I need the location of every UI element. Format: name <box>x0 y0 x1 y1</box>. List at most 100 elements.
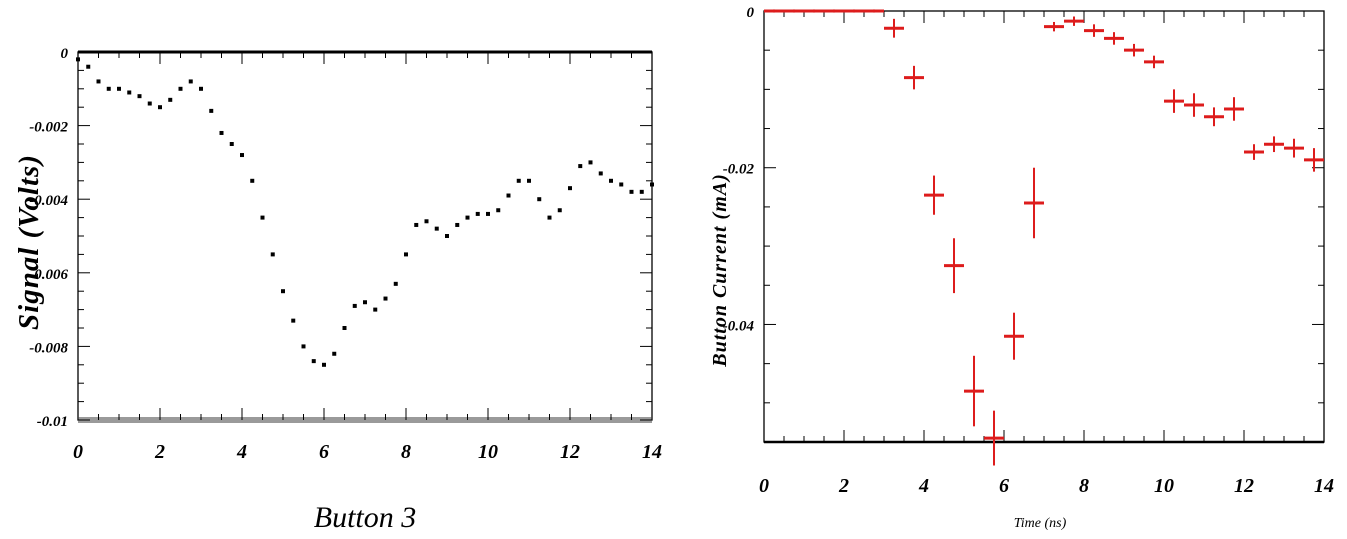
data-point <box>844 9 864 13</box>
data-point <box>322 362 326 367</box>
data-point <box>650 182 654 187</box>
data-point <box>332 351 337 356</box>
data-point <box>537 197 542 202</box>
data-point <box>486 211 490 216</box>
data-point <box>250 178 255 183</box>
data-point <box>1164 89 1184 113</box>
data-point <box>178 86 183 91</box>
data-point <box>598 171 603 176</box>
right-y-axis-label: Button Current (mA) <box>709 173 731 368</box>
data-point <box>404 252 408 257</box>
data-point <box>383 296 388 301</box>
data-point <box>1144 55 1164 69</box>
data-point <box>884 18 904 38</box>
left-y-tick-labels: 0 -0.002 -0.004 -0.006 -0.008 -0.01 <box>29 46 68 430</box>
data-point <box>527 178 531 183</box>
x-tick-label: 2 <box>154 441 165 463</box>
data-point <box>824 9 844 13</box>
data-point <box>311 359 316 364</box>
data-point <box>240 153 244 158</box>
data-point <box>270 252 275 257</box>
data-point <box>547 215 552 220</box>
right-data-points <box>764 9 1324 466</box>
data-point <box>1264 136 1284 153</box>
x-tick-label: 4 <box>236 441 247 463</box>
x-tick-label: 10 <box>478 441 498 463</box>
data-point <box>1244 144 1264 160</box>
y-tick-label: -0.002 <box>29 120 68 136</box>
x-tick-label: 8 <box>401 441 411 463</box>
data-point <box>465 215 470 220</box>
y-tick-label: -0.004 <box>29 193 68 209</box>
x-tick-label: 6 <box>999 475 1009 497</box>
data-point <box>629 189 634 194</box>
data-point <box>804 9 824 13</box>
left-axis-ticks <box>77 51 653 421</box>
left-chart: 0 2 4 6 8 10 12 14 0 -0.002 -0.004 -0.006 -0.008 -0.… <box>13 46 662 534</box>
left-x-axis-label: Button 3 <box>314 501 417 534</box>
data-point <box>127 90 132 95</box>
left-x-tick-labels: 0 2 4 6 8 10 12 14 <box>73 441 662 463</box>
right-plot-frame <box>763 10 1325 443</box>
x-tick-label: 14 <box>1314 475 1334 497</box>
x-tick-label: 6 <box>319 441 329 463</box>
data-point <box>1184 93 1204 117</box>
x-tick-label: 10 <box>1154 475 1174 497</box>
data-point <box>1064 16 1084 26</box>
data-point <box>784 9 804 13</box>
data-point <box>168 97 173 102</box>
data-point <box>209 108 214 113</box>
data-point <box>373 307 378 312</box>
data-point <box>1204 107 1224 127</box>
data-point <box>864 9 884 13</box>
data-point <box>281 289 285 294</box>
data-point <box>1004 312 1024 360</box>
data-point <box>76 57 80 62</box>
left-y-axis-label: Signal (Volts) <box>13 154 45 330</box>
data-point <box>363 300 367 305</box>
data-point <box>86 64 91 69</box>
data-point <box>588 160 593 165</box>
y-tick-label: 0 <box>61 46 69 62</box>
right-x-tick-labels: 0 2 4 6 8 10 12 14 <box>759 475 1334 497</box>
x-tick-label: 2 <box>838 475 849 497</box>
data-point <box>147 101 152 106</box>
right-chart: 0 2 4 6 8 10 12 14 0 -0.02 -0.04 Button Current (… <box>709 5 1334 531</box>
x-tick-label: 8 <box>1079 475 1089 497</box>
data-point <box>1104 32 1124 45</box>
data-point <box>1224 97 1244 121</box>
data-point <box>516 178 521 183</box>
data-point <box>352 303 357 308</box>
data-point <box>188 79 193 84</box>
data-point <box>106 86 111 91</box>
y-tick-label: 0 <box>747 5 755 21</box>
data-point <box>199 86 203 91</box>
data-point <box>137 94 142 99</box>
data-point <box>557 208 562 213</box>
y-tick-label: -0.02 <box>723 162 755 178</box>
data-point <box>578 164 583 169</box>
y-tick-label: -0.008 <box>29 340 68 356</box>
x-tick-label: 12 <box>560 441 580 463</box>
data-point <box>414 222 419 227</box>
data-point <box>219 130 224 135</box>
right-x-axis-label: Time (ns) <box>1014 516 1067 531</box>
data-point <box>342 326 347 330</box>
data-point <box>1024 167 1044 239</box>
data-point <box>393 281 398 286</box>
data-point <box>639 189 644 194</box>
data-point <box>1124 43 1144 57</box>
y-tick-label: -0.01 <box>37 414 68 430</box>
data-point <box>924 175 944 215</box>
x-tick-label: 0 <box>759 475 769 497</box>
data-point <box>158 105 162 110</box>
data-point <box>1304 148 1324 172</box>
data-point <box>1284 138 1304 158</box>
data-point <box>944 238 964 294</box>
data-point <box>764 9 784 13</box>
x-tick-label: 4 <box>918 475 929 497</box>
data-point <box>609 178 613 183</box>
data-point <box>291 318 296 323</box>
x-tick-label: 12 <box>1234 475 1254 497</box>
